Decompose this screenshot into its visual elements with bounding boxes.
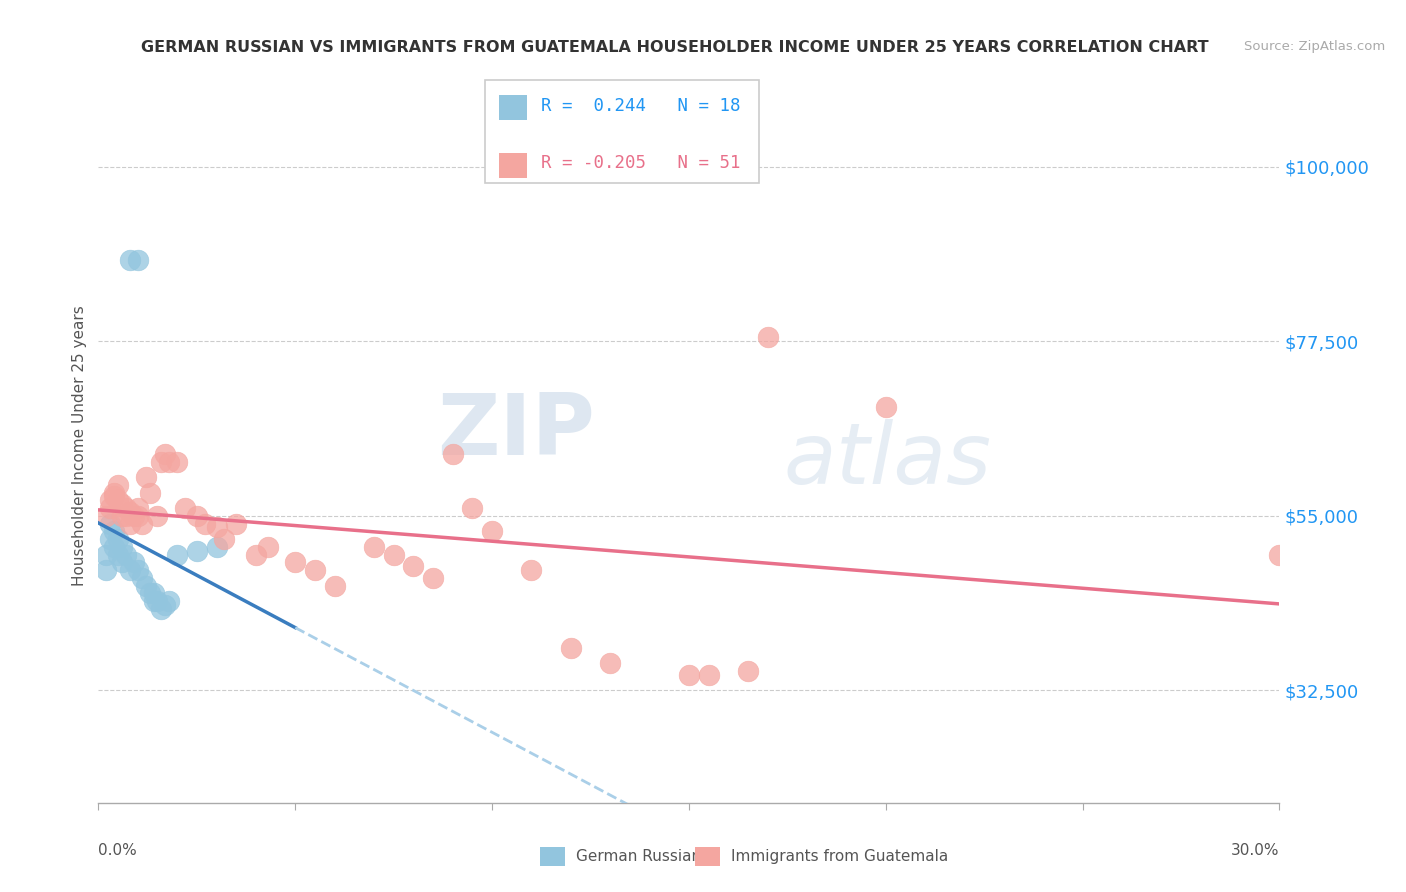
Point [560, 640, 582, 655]
Point [1268, 548, 1291, 562]
Point [98, 516, 121, 531]
Text: Source: ZipAtlas.com: Source: ZipAtlas.com [1244, 40, 1385, 54]
Text: GERMAN RUSSIAN VS IMMIGRANTS FROM GUATEMALA HOUSEHOLDER INCOME UNDER 25 YEARS CO: GERMAN RUSSIAN VS IMMIGRANTS FROM GUATEM… [141, 40, 1209, 55]
Point [115, 501, 138, 516]
Point [135, 470, 157, 484]
Point [135, 579, 157, 593]
Point [174, 501, 197, 516]
Point [107, 477, 129, 491]
Point [122, 508, 145, 523]
Point [142, 586, 165, 600]
Point [678, 668, 700, 682]
Point [155, 598, 177, 612]
Point [520, 563, 543, 577]
Point [118, 516, 141, 531]
Point [461, 501, 484, 516]
Point [150, 454, 173, 468]
Point [127, 508, 149, 523]
Point [205, 540, 228, 554]
Point [186, 508, 208, 523]
Point [142, 594, 165, 608]
Point [146, 594, 169, 608]
Y-axis label: Householder Income Under 25 years: Householder Income Under 25 years [72, 306, 87, 586]
Text: Immigrants from Guatemala: Immigrants from Guatemala [731, 849, 949, 863]
Point [146, 508, 169, 523]
Point [150, 602, 173, 616]
Point [96, 563, 118, 577]
Point [256, 540, 278, 554]
Point [205, 520, 228, 534]
Point [166, 548, 188, 562]
Point [304, 563, 326, 577]
Point [737, 664, 759, 678]
Point [756, 330, 779, 344]
Point [103, 524, 125, 539]
Point [186, 543, 208, 558]
Point [103, 485, 125, 500]
Point [118, 563, 141, 577]
Point [111, 555, 134, 569]
Point [697, 668, 720, 682]
Point [138, 586, 160, 600]
Point [107, 548, 129, 562]
Point [157, 454, 180, 468]
Point [111, 497, 134, 511]
Point [115, 548, 138, 562]
Point [122, 555, 145, 569]
Point [323, 579, 346, 593]
Text: R = -0.205   N = 51: R = -0.205 N = 51 [541, 154, 741, 172]
Point [875, 401, 897, 415]
Point [98, 501, 121, 516]
Point [214, 532, 236, 546]
Point [98, 493, 121, 508]
Point [441, 447, 464, 461]
Point [103, 490, 125, 504]
Point [284, 555, 307, 569]
Point [111, 540, 134, 554]
Point [166, 454, 188, 468]
Point [422, 571, 444, 585]
Point [155, 447, 177, 461]
Point [157, 594, 180, 608]
Point [402, 559, 425, 574]
Point [98, 532, 121, 546]
Point [481, 524, 503, 539]
Point [382, 548, 405, 562]
Text: ZIP: ZIP [437, 390, 595, 474]
Text: R =  0.244   N = 18: R = 0.244 N = 18 [541, 97, 741, 115]
Point [127, 563, 149, 577]
Point [131, 516, 153, 531]
Point [103, 540, 125, 554]
Point [599, 656, 621, 670]
Point [194, 516, 217, 531]
Point [127, 501, 149, 516]
Point [225, 516, 247, 531]
Text: 0.0%: 0.0% [98, 843, 138, 858]
Point [115, 508, 138, 523]
Point [118, 505, 141, 519]
Point [111, 508, 134, 523]
Point [131, 571, 153, 585]
Point [138, 485, 160, 500]
Point [118, 252, 141, 267]
Point [363, 540, 385, 554]
Text: 30.0%: 30.0% [1232, 843, 1279, 858]
Point [96, 508, 118, 523]
Text: German Russians: German Russians [576, 849, 710, 863]
Point [127, 252, 149, 267]
Point [107, 532, 129, 546]
Point [96, 548, 118, 562]
Text: atlas: atlas [783, 418, 991, 502]
Point [245, 548, 267, 562]
Point [107, 493, 129, 508]
